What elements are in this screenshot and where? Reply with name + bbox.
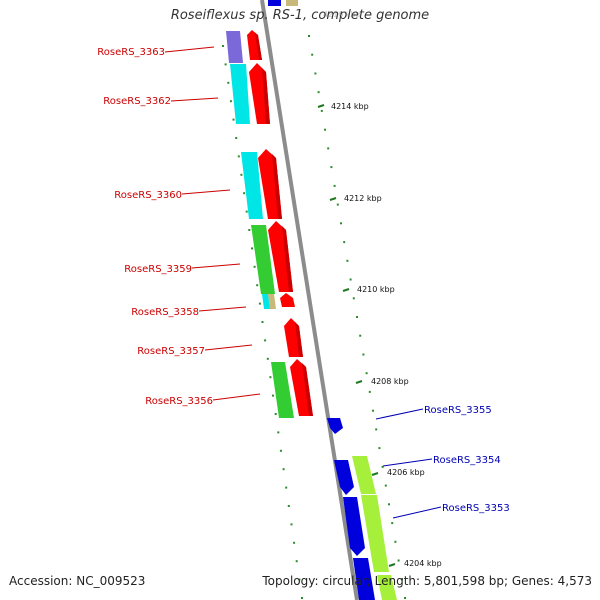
cog-block-3362[interactable] bbox=[230, 64, 250, 124]
inner-tick-track bbox=[222, 45, 303, 599]
scale-label-top: 4216 kbp bbox=[323, 10, 361, 19]
cds-arrow-3362-shade bbox=[262, 68, 270, 124]
scale-label-4212: 4212 kbp bbox=[344, 194, 382, 203]
gene-label-3362[interactable]: RoseRS_3362 bbox=[103, 96, 171, 107]
gene-label-3363[interactable]: RoseRS_3363 bbox=[97, 47, 165, 58]
cds-arrow-3359-shade bbox=[282, 226, 293, 292]
gene-label-3360[interactable]: RoseRS_3360 bbox=[114, 190, 182, 201]
top-partial-forward-gene[interactable] bbox=[268, 0, 281, 6]
genome-title: Roseiflexus sp. RS-1, complete genome bbox=[170, 8, 430, 23]
cog-block-3356[interactable] bbox=[271, 362, 294, 418]
gc-tick-track bbox=[308, 35, 406, 599]
cog-block-3353[interactable] bbox=[361, 495, 389, 572]
cds-arrow-3354[interactable] bbox=[334, 460, 354, 495]
scale-label-4208: 4208 kbp bbox=[371, 377, 409, 386]
cog-block-3363[interactable] bbox=[226, 31, 243, 63]
cds-arrow-3357-shade bbox=[295, 322, 303, 357]
cog-block-3359[interactable] bbox=[251, 225, 275, 294]
gene-label-3353[interactable]: RoseRS_3353 bbox=[442, 503, 510, 514]
cog-block-3354[interactable] bbox=[352, 456, 376, 494]
cds-arrow-3353[interactable] bbox=[343, 497, 365, 556]
top-partial-cog-tan[interactable] bbox=[286, 0, 298, 6]
gene-label-3357[interactable]: RoseRS_3357 bbox=[137, 346, 205, 357]
gene-label-3358[interactable]: RoseRS_3358 bbox=[131, 307, 199, 318]
left-label-leaders bbox=[164, 46, 261, 401]
cds-arrow-bottom-partial[interactable] bbox=[353, 558, 375, 600]
cds-arrow-3360-shade bbox=[272, 154, 282, 219]
scale-ticks bbox=[317, 104, 396, 567]
cog-block-bottom-partial[interactable] bbox=[377, 575, 397, 600]
scale-label-4214: 4214 kbp bbox=[331, 102, 369, 111]
gene-label-3354[interactable]: RoseRS_3354 bbox=[433, 455, 501, 466]
cog-block-3358[interactable] bbox=[262, 294, 270, 309]
genome-backbone bbox=[260, 0, 359, 600]
cds-arrow-3363-shade bbox=[255, 33, 262, 60]
gene-label-3356[interactable]: RoseRS_3356 bbox=[145, 396, 213, 407]
gene-label-3359[interactable]: RoseRS_3359 bbox=[124, 264, 192, 275]
cds-arrow-3356-shade bbox=[302, 363, 313, 416]
gene-label-3355[interactable]: RoseRS_3355 bbox=[424, 405, 492, 416]
scale-label-4206: 4206 kbp bbox=[387, 468, 425, 477]
right-label-leaders bbox=[375, 408, 442, 519]
scale-label-4204: 4204 kbp bbox=[404, 559, 442, 568]
footer-stats: Topology: circular; Length: 5,801,598 bp… bbox=[262, 574, 592, 588]
cog-block-3358b[interactable] bbox=[268, 294, 276, 309]
scale-label-4210: 4210 kbp bbox=[357, 285, 395, 294]
cds-arrow-3358[interactable] bbox=[280, 293, 295, 307]
cog-block-3360[interactable] bbox=[241, 152, 263, 219]
cds-arrow-3355[interactable] bbox=[327, 418, 343, 434]
footer-accession: Accession: NC_009523 bbox=[9, 574, 146, 588]
